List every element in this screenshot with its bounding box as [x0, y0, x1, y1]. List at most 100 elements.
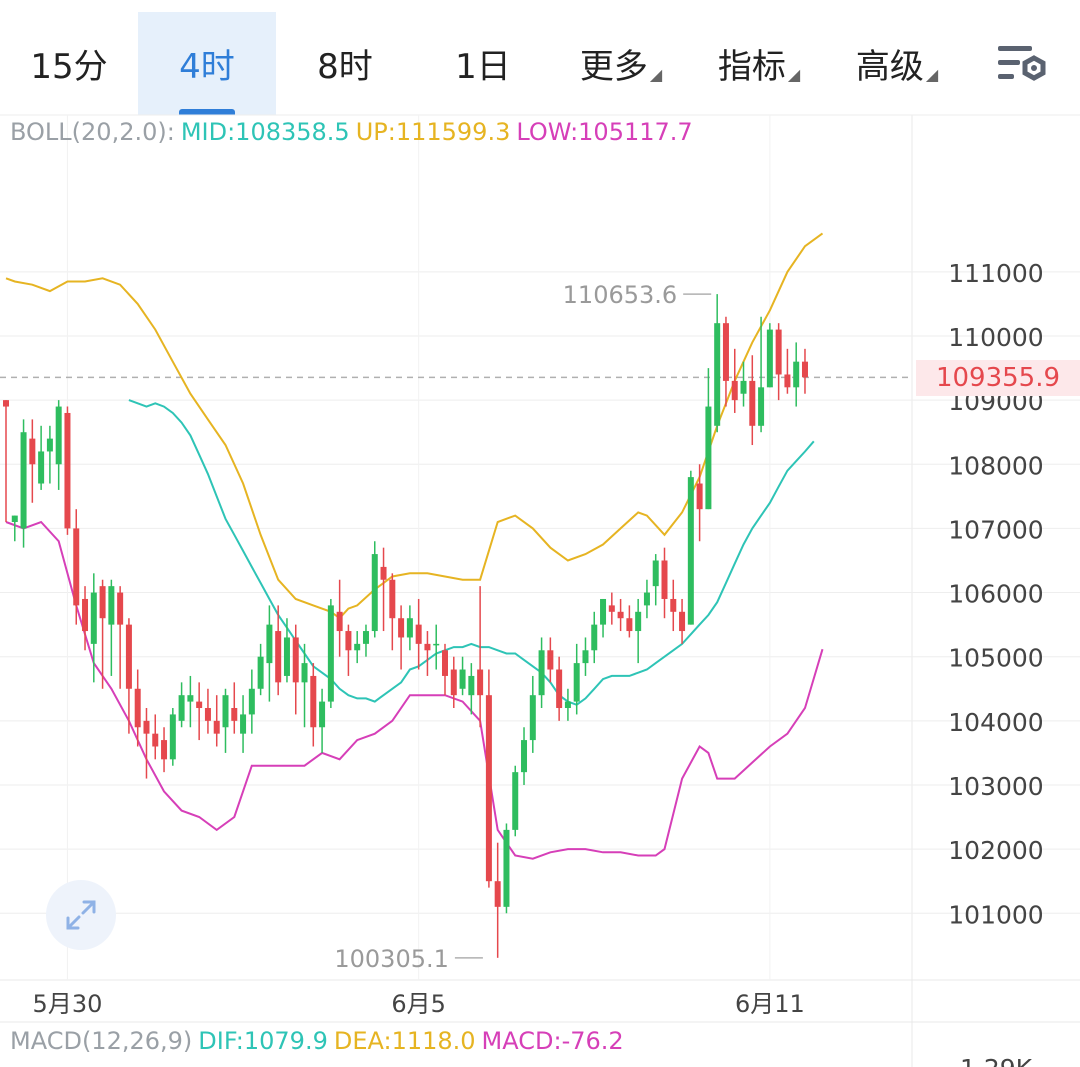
chart-settings-icon[interactable] [996, 38, 1050, 92]
candle-body [336, 611, 343, 632]
tab-indicators[interactable]: 指标 ◢ [690, 12, 828, 115]
tab-4h[interactable]: 4时 [138, 12, 276, 115]
candle-body [793, 361, 800, 388]
candle-body [169, 714, 176, 760]
macd-name: MACD(12,26,9) [10, 1027, 193, 1055]
candle-body [213, 720, 220, 734]
candle-body [38, 451, 45, 484]
candle-body [257, 656, 264, 689]
candle-body [3, 400, 9, 407]
expand-icon [66, 900, 96, 930]
dropdown-caret-icon: ◢ [925, 65, 939, 84]
candle-body [521, 740, 528, 773]
candle-body [538, 650, 545, 696]
candle-body [20, 432, 27, 529]
y-tick-label: 104000 [948, 708, 1043, 737]
candle-body [424, 643, 431, 651]
candle-body [187, 695, 194, 702]
candle-body [652, 560, 659, 587]
x-tick-label: 6月5 [391, 990, 446, 1018]
candle-body [196, 701, 203, 709]
candle-body [468, 675, 475, 696]
candle-body [389, 579, 396, 619]
candle-body [371, 554, 378, 632]
candle-body [687, 477, 694, 625]
tab-15min[interactable]: 15分 [0, 12, 138, 115]
high-price-label: 110653.6 [563, 281, 678, 309]
candle-body [380, 566, 387, 580]
dropdown-caret-icon: ◢ [649, 65, 663, 84]
boll-upper-line [5, 232, 824, 620]
tab-label: 4时 [179, 47, 235, 87]
tab-label: 15分 [30, 47, 108, 87]
price-axis: 101000 102000 103000 104000 105000 106000 1070… [948, 259, 1043, 1067]
tab-8h[interactable]: 8时 [276, 12, 414, 115]
candle-body [11, 515, 18, 523]
x-tick-label: 5月30 [33, 990, 103, 1018]
current-price-tag: 109355.9 [916, 360, 1080, 396]
candle-body [222, 695, 229, 728]
y-tick-label: 108000 [948, 451, 1043, 480]
candle-body [82, 598, 89, 632]
candle-body [125, 624, 132, 689]
candle-body [406, 618, 413, 638]
candle-body [547, 650, 554, 670]
candle-body [178, 695, 185, 721]
candle-body [354, 643, 361, 651]
candle-body [275, 631, 282, 683]
candle-body [442, 650, 448, 676]
candle-body [204, 708, 211, 721]
candle-body [73, 528, 80, 606]
candle-body [310, 675, 317, 728]
interval-tab-bar: 15分 4时 8时 1日 更多 ◢ 指标 ◢ 高级 ◢ [0, 0, 1080, 115]
candle-body [600, 598, 607, 625]
tab-label: 1日 [455, 47, 511, 87]
tab-advanced[interactable]: 高级 ◢ [828, 12, 966, 115]
candle-body [705, 406, 712, 510]
candle-body [591, 624, 598, 651]
candle-body [766, 329, 773, 388]
candle-body [573, 663, 580, 702]
y-tick-label: 106000 [948, 580, 1043, 609]
expand-button[interactable] [46, 880, 116, 950]
candle-body [494, 881, 501, 907]
y-tick-label: 102000 [948, 836, 1043, 865]
candle-body [784, 374, 791, 388]
candle-body [292, 637, 299, 683]
candle-body [661, 560, 668, 599]
candle-body [556, 669, 563, 709]
candle-body [29, 438, 36, 465]
candle-body [617, 611, 624, 619]
candle-body [398, 618, 405, 638]
candle-body [345, 631, 352, 651]
candle-body [643, 592, 650, 606]
candle-body [362, 631, 369, 644]
candle-body [679, 611, 686, 632]
candle-body [117, 592, 124, 625]
y-tick-label: 107000 [948, 515, 1043, 544]
candle-body [248, 688, 255, 715]
boll-up-value: UP:111599.3 [355, 118, 511, 146]
candle-body [459, 669, 466, 689]
tab-label: 指标 [717, 47, 786, 87]
low-price-label: 100305.1 [334, 945, 449, 973]
candle-body [749, 380, 756, 426]
y-tick-label: 110000 [948, 323, 1043, 352]
tab-1d[interactable]: 1日 [414, 12, 552, 115]
candle-body [722, 323, 729, 381]
candle-body [626, 618, 633, 632]
candle-body [108, 586, 115, 625]
candle-body [99, 586, 106, 619]
tab-more[interactable]: 更多 ◢ [552, 12, 690, 115]
candle-body [415, 624, 422, 644]
candle-body [529, 695, 536, 741]
candle-body [450, 669, 457, 696]
candle-body [758, 387, 765, 426]
macd-legend: MACD(12,26,9) DIF:1079.9 DEA:1118.0 MACD:-7… [10, 1027, 630, 1055]
candle-body [266, 624, 273, 664]
candle-body [327, 605, 334, 702]
candle-body [90, 592, 97, 644]
active-tab-indicator [179, 109, 235, 115]
x-tick-label: 6月11 [735, 990, 805, 1018]
